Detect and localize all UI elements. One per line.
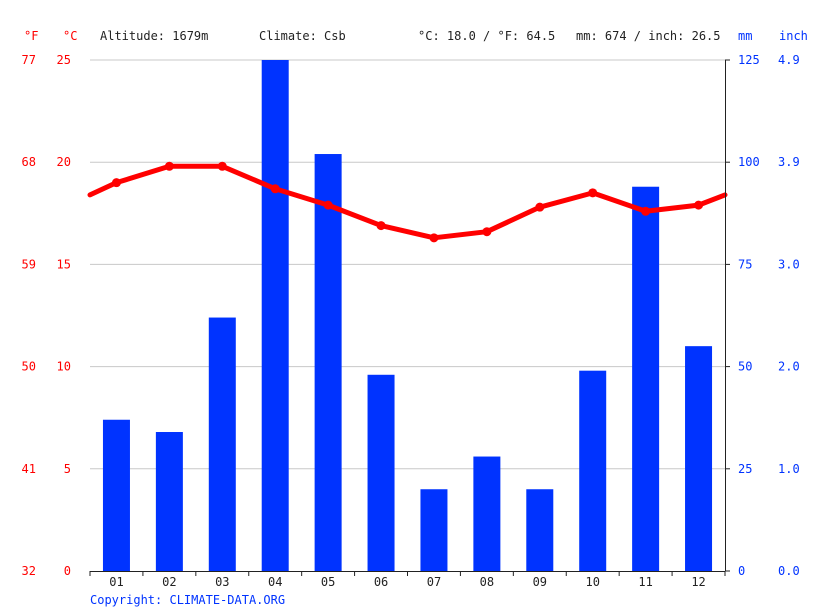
month-label: 07 (427, 575, 441, 589)
precipitation-bar (208, 317, 236, 571)
temperature-point (217, 161, 227, 171)
temperature-line (87, 161, 728, 243)
unit-mm: mm (738, 29, 752, 43)
precipitation-bar (526, 489, 554, 571)
temperature-point (482, 227, 492, 237)
precipitation-total: mm: 674 / inch: 26.5 (576, 29, 721, 43)
precipitation-bar (579, 370, 607, 571)
tick-label-inch: 3.0 (778, 257, 800, 271)
temperature-point (323, 200, 333, 210)
tick-label-fahrenheit: 77 (22, 53, 36, 67)
precipitation-bar (632, 186, 660, 571)
copyright-text: Copyright: CLIMATE-DATA.ORG (90, 593, 285, 607)
tick-label-mm: 50 (738, 360, 752, 374)
tick-label-celsius: 25 (57, 53, 71, 67)
tick-label-fahrenheit: 68 (22, 155, 36, 169)
tick-label-mm: 100 (738, 155, 760, 169)
tick-label-celsius: 0 (64, 564, 71, 578)
month-label: 11 (638, 575, 652, 589)
precipitation-bars (102, 60, 713, 572)
month-label: 04 (268, 575, 282, 589)
temperature-point (429, 233, 439, 243)
month-label: 06 (374, 575, 388, 589)
tick-label-fahrenheit: 32 (22, 564, 36, 578)
month-label: 01 (109, 575, 123, 589)
month-label: 03 (215, 575, 229, 589)
tick-label-celsius: 20 (57, 155, 71, 169)
climate-label: Climate: Csb (259, 29, 346, 43)
month-label: 09 (533, 575, 547, 589)
tick-label-fahrenheit: 59 (22, 257, 36, 271)
month-label: 08 (480, 575, 494, 589)
tick-label-inch: 0.0 (778, 564, 800, 578)
temperature-point (111, 178, 121, 188)
temperature-point (588, 188, 598, 198)
grid-lines (90, 59, 725, 470)
precipitation-bar (367, 374, 395, 571)
precipitation-bar (155, 432, 183, 571)
precipitation-bar (420, 489, 448, 571)
month-label: 12 (691, 575, 705, 589)
tick-label-inch: 2.0 (778, 360, 800, 374)
precipitation-bar (102, 419, 130, 571)
temperature-point (641, 206, 651, 216)
tick-label-celsius: 5 (64, 462, 71, 476)
month-label: 05 (321, 575, 335, 589)
temperature-point (376, 221, 386, 231)
temperature-point (270, 184, 280, 194)
axis-labels: 32 0 0 0.041 5 25 1.050 10 50 2.059 15 75 3.068 20 100… (22, 53, 800, 589)
tick-label-celsius: 15 (57, 257, 71, 271)
unit-inch: inch (779, 29, 808, 43)
temperature-point (164, 161, 174, 171)
tick-label-inch: 4.9 (778, 53, 800, 67)
temperature-point (535, 202, 545, 212)
tick-label-inch: 1.0 (778, 462, 800, 476)
tick-label-fahrenheit: 50 (22, 360, 36, 374)
temperature-series-line (87, 163, 728, 241)
temperature-point (694, 200, 704, 210)
month-label: 10 (585, 575, 599, 589)
tick-label-fahrenheit: 41 (22, 462, 36, 476)
precipitation-bar (473, 456, 501, 571)
precipitation-bar (314, 154, 342, 572)
tick-label-mm: 0 (738, 564, 745, 578)
month-label: 02 (162, 575, 176, 589)
altitude-label: Altitude: 1679m (100, 29, 208, 43)
unit-fahrenheit: °F (24, 29, 38, 43)
precipitation-bar (261, 60, 289, 571)
tick-label-inch: 3.9 (778, 155, 800, 169)
temperature-average: °C: 18.0 / °F: 64.5 (418, 29, 555, 43)
precipitation-bar (685, 346, 713, 571)
tick-label-mm: 75 (738, 257, 752, 271)
tick-label-mm: 25 (738, 462, 752, 476)
tick-label-celsius: 10 (57, 360, 71, 374)
axes (89, 59, 730, 576)
tick-label-mm: 125 (738, 53, 760, 67)
unit-celsius: °C (63, 29, 77, 43)
